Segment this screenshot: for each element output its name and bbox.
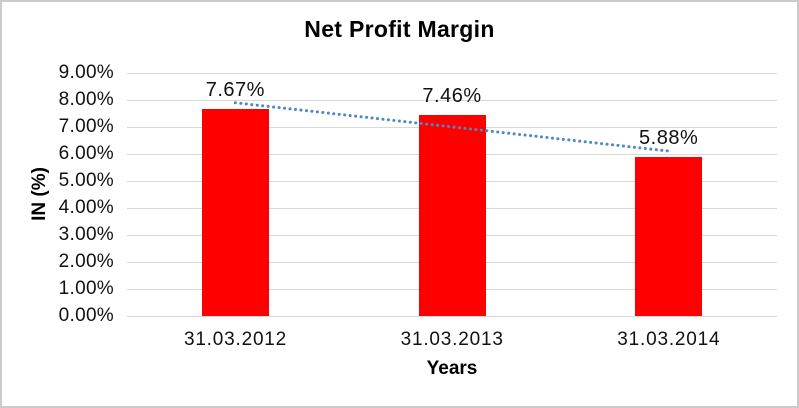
bar-31.03.2014 [635,157,703,316]
x-tick-label: 31.03.2013 [400,329,504,350]
y-tick-label: 9.00% [58,62,114,83]
y-tick-label: 3.00% [58,224,114,245]
bar-data-label: 5.88% [639,127,699,150]
bar-data-label: 7.46% [422,84,482,107]
x-tick-label: 31.03.2014 [617,329,721,350]
y-tick-label: 0.00% [58,305,114,326]
bar-31.03.2013 [418,114,486,316]
y-tick-label: 1.00% [58,278,114,299]
bar-data-label: 7.67% [205,78,265,101]
trendline-path [233,101,671,153]
bar-31.03.2012 [201,108,269,316]
gridline [127,315,777,317]
x-tick-label: 31.03.2012 [183,329,288,350]
y-tick-label: 4.00% [58,197,114,218]
plot-area: 7.67% 7.46% 5.88% [127,72,777,317]
y-tick-label: 6.00% [58,143,114,164]
gridline [127,99,777,101]
chart-title: Net Profit Margin [304,16,495,42]
gridline [127,72,777,74]
y-tick-label: 8.00% [58,89,114,110]
trendline [233,101,671,153]
y-tick-label: 5.00% [58,170,114,191]
y-tick-label: 7.00% [58,116,114,137]
x-axis-title: Years [426,358,478,379]
y-tick-label: 2.00% [58,251,114,272]
